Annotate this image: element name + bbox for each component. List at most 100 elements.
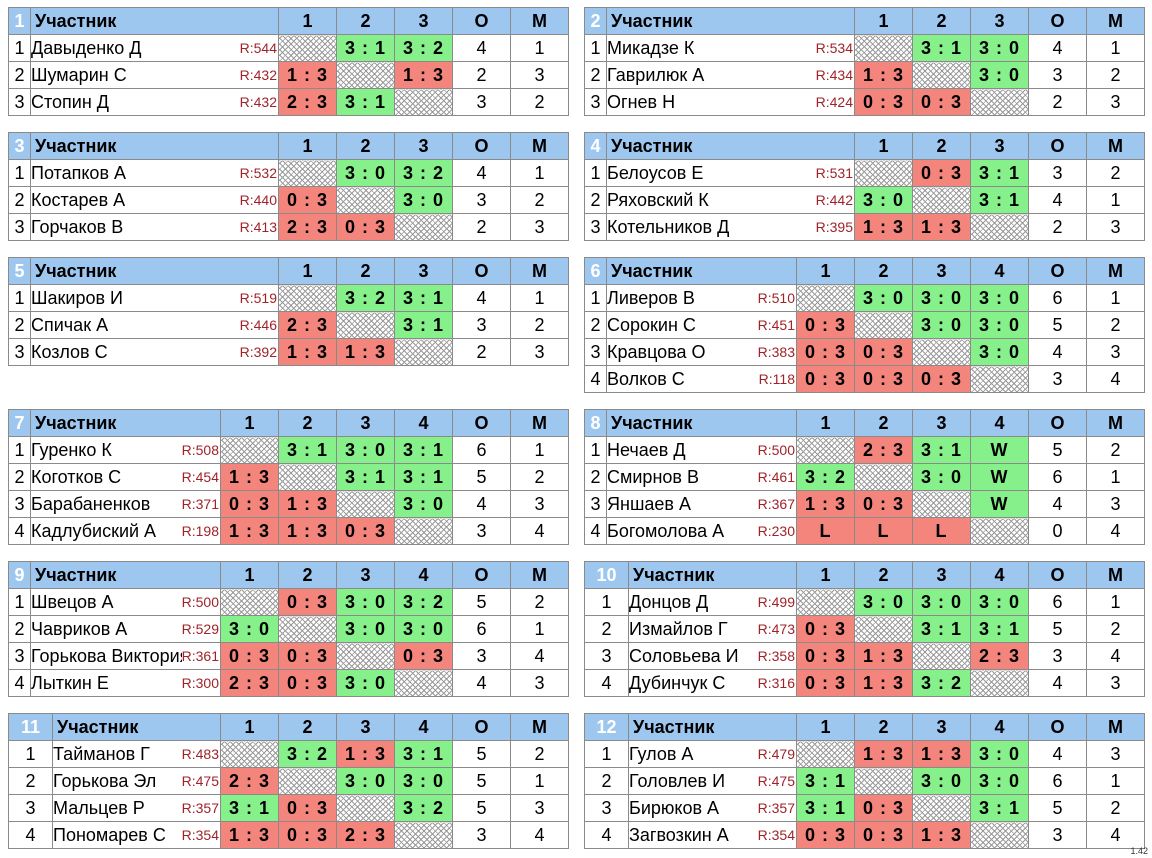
points-value: 5 <box>1028 615 1087 643</box>
points-value: 3 <box>1028 642 1087 670</box>
points-value: 4 <box>1028 338 1087 366</box>
match-score: 3 : 0 <box>854 284 913 312</box>
participant-rating: R:483 <box>181 746 219 762</box>
place-value: 3 <box>510 794 569 822</box>
match-score: 2 : 3 <box>220 767 279 795</box>
participant-cell: Загвозкин А R:354 <box>628 821 797 849</box>
participant-name: Белоусов Е <box>607 163 704 183</box>
match-score: 3 : 0 <box>394 490 453 518</box>
participant-cell: Огнев Н R:424 <box>606 88 855 116</box>
place-value: 2 <box>510 463 569 491</box>
participant-rating: R:198 <box>181 523 219 539</box>
self-match-cell <box>278 767 337 795</box>
group-header-row: 1 Участник 1 2 3 О М <box>8 7 569 35</box>
participant-rating: R:442 <box>815 192 853 208</box>
match-score: 3 : 2 <box>394 34 453 62</box>
participant-name: Гулов А <box>629 744 694 764</box>
place-value: 4 <box>510 517 569 545</box>
match-score: 3 : 2 <box>394 588 453 616</box>
points-value: 4 <box>1028 740 1087 768</box>
participant-name: Ряховский К <box>607 190 709 210</box>
opponent-column-header: 4 <box>394 409 453 437</box>
points-value: 6 <box>1028 463 1087 491</box>
match-score: 3 : 2 <box>796 463 855 491</box>
match-score: L <box>796 517 855 545</box>
match-score: 3 : 1 <box>336 463 395 491</box>
participant-cell: Соловьева И R:358 <box>628 642 797 670</box>
participant-rating: R:413 <box>239 219 277 235</box>
opponent-column-header: 3 <box>336 561 395 589</box>
opponent-column-header: 3 <box>394 7 453 35</box>
participant-name: Спичак А <box>31 315 109 335</box>
participant-cell: Измайлов Г R:473 <box>628 615 797 643</box>
self-match-cell <box>336 186 395 214</box>
match-score: 0 : 3 <box>278 186 337 214</box>
participant-name: Горькова Виктория <box>31 646 182 666</box>
participant-name: Чавриков А <box>31 619 128 639</box>
participant-name: Мальцев Р <box>53 798 145 818</box>
match-score: 3 : 0 <box>970 740 1029 768</box>
participant-cell: Кадлубиский А R:198 <box>30 517 221 545</box>
place-value: 2 <box>1086 61 1145 89</box>
opponent-column-header: 3 <box>912 409 971 437</box>
participant-number: 1 <box>8 740 53 768</box>
match-score: 3 : 0 <box>336 669 395 697</box>
participant-number: 2 <box>584 186 607 214</box>
match-score: 0 : 3 <box>854 88 913 116</box>
match-score: 0 : 3 <box>912 159 971 187</box>
group-number: 12 <box>584 713 629 741</box>
participant-rating: R:367 <box>757 496 795 512</box>
match-score: 3 : 1 <box>912 436 971 464</box>
participant-name: Барабаненков <box>31 494 151 514</box>
match-score: 3 : 0 <box>220 615 279 643</box>
self-match-cell <box>336 490 395 518</box>
self-match-cell <box>278 463 337 491</box>
participant-rating: R:510 <box>757 290 795 306</box>
points-column-header: О <box>452 7 511 35</box>
points-column-header: О <box>452 409 511 437</box>
points-value: 4 <box>452 490 511 518</box>
place-value: 2 <box>1086 794 1145 822</box>
group-header-row: 10 Участник 1 2 3 4 О М <box>584 561 1145 589</box>
participant-name: Козлов С <box>31 342 108 362</box>
group-header-row: 5 Участник 1 2 3 О М <box>8 257 569 285</box>
match-score: 3 : 0 <box>970 61 1029 89</box>
participant-rating: R:534 <box>815 40 853 56</box>
participant-rating: R:446 <box>239 317 277 333</box>
participant-cell: Козлов С R:392 <box>30 338 279 366</box>
group-number: 1 <box>8 7 31 35</box>
participant-rating: R:532 <box>239 165 277 181</box>
participant-rating: R:451 <box>757 317 795 333</box>
group-number: 10 <box>584 561 629 589</box>
participant-column-header: Участник <box>628 713 797 741</box>
self-match-cell <box>336 61 395 89</box>
participant-column-header: Участник <box>30 132 279 160</box>
opponent-column-header: 1 <box>796 561 855 589</box>
points-value: 5 <box>1028 794 1087 822</box>
participant-rating: R:383 <box>757 344 795 360</box>
match-score: 3 : 0 <box>970 311 1029 339</box>
participant-name: Горькова Эл <box>53 771 157 791</box>
match-score: 3 : 0 <box>912 767 971 795</box>
participant-cell: Шумарин С R:432 <box>30 61 279 89</box>
participant-cell: Яншаев А R:367 <box>606 490 797 518</box>
self-match-cell <box>394 821 453 849</box>
opponent-column-header: 2 <box>854 257 913 285</box>
match-score: 3 : 0 <box>912 311 971 339</box>
